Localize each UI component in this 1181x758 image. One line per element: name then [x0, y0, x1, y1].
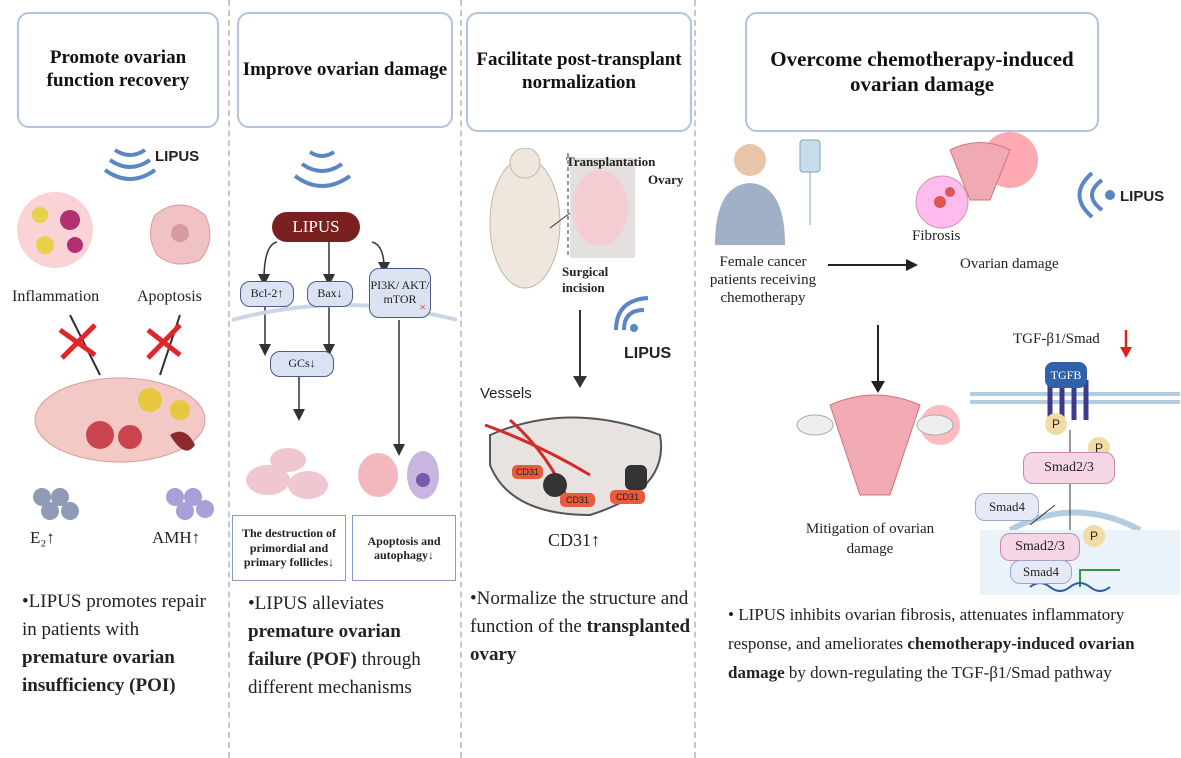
e2-label: E₂↑ — [30, 528, 55, 547]
cd31-tag: CD31 — [512, 465, 544, 479]
rat-transplant-illustration — [489, 148, 635, 289]
cd31-tag: CD31 — [560, 493, 596, 507]
apoptosis-label: Apoptosis — [137, 288, 202, 305]
fibrosis-label: Fibrosis — [912, 228, 961, 244]
panel1-summary: •LIPUS promotes repair in patients with … — [22, 588, 222, 700]
gcs-node: GCs↓ — [270, 351, 334, 377]
blocked-arrows — [58, 314, 182, 376]
smad4-nuclear-node: Smad4 — [1010, 560, 1072, 584]
transplantation-label: Transplantation — [566, 154, 656, 169]
summary-text: through different mechanisms — [248, 649, 421, 698]
cd31-tag: CD31 — [610, 490, 646, 504]
phosphate-icon: P — [1083, 525, 1105, 547]
lipus-label: LIPUS — [1120, 188, 1165, 205]
panel4-title: Overcome chemotherapy-induced ovarian da… — [745, 12, 1099, 132]
summary-text: • LIPUS inhibits ovarian fibrosis, atten… — [728, 605, 1125, 653]
inhibit-mark: × — [419, 300, 426, 315]
healthy-uterus-illustration — [796, 394, 960, 496]
damaged-uterus-illustration — [915, 132, 1038, 229]
inflammation-label: Inflammation — [12, 288, 100, 305]
ultrasound-wave-icon — [1077, 171, 1115, 219]
hormone-molecules — [33, 488, 214, 520]
summary-text: •LIPUS alleviates — [248, 593, 384, 614]
bcl2-node: Bcl-2↑ — [240, 281, 294, 307]
ultrasound-wave-icon — [614, 296, 649, 332]
ovary-illustration — [34, 377, 206, 463]
ovary-label: Ovary — [648, 172, 684, 187]
divider — [460, 0, 462, 758]
amh-label: AMH↑ — [152, 528, 201, 547]
follicle-cells — [246, 448, 439, 499]
ultrasound-wave-icon — [293, 150, 352, 188]
arrow-right — [828, 259, 918, 271]
lipus-label: LIPUS — [624, 345, 672, 362]
smad4-node: Smad4 — [975, 493, 1039, 521]
divider — [694, 0, 696, 758]
patients-label: Female cancer patients receiving chemoth… — [709, 254, 817, 306]
down-arrow — [573, 310, 587, 388]
summary-text: by down-regulating the TGF-β1/Smad pathw… — [784, 663, 1112, 682]
smad23-node: Smad2/3 — [1023, 452, 1115, 484]
cd31-label: CD31↑ — [548, 530, 601, 550]
panel2-title: Improve ovarian damage — [237, 12, 453, 128]
smad23-nuclear-node: Smad2/3 — [1000, 533, 1080, 561]
pathway-label: TGF-β1/Smad — [1013, 331, 1100, 347]
summary-emphasis: premature ovarian insufficiency (POI) — [22, 647, 176, 696]
summary-emphasis: chemotherapy-induced ovarian damage — [728, 634, 1135, 682]
summary-emphasis: transplanted ovary — [470, 616, 691, 665]
vessels-label: Vessels — [480, 385, 532, 402]
apoptosis-cell-icon — [150, 204, 211, 265]
panel3-title: Facilitate post-transplant normalization — [466, 12, 692, 132]
ovarian-damage-label: Ovarian damage — [960, 256, 1059, 272]
summary-emphasis: premature ovarian failure (POF) — [248, 621, 401, 670]
bax-node: Bax↓ — [307, 281, 353, 307]
panel3-summary: •Normalize the structure and function of… — [470, 585, 695, 669]
phosphate-icon: P — [1045, 413, 1067, 435]
apoptosis-autophagy-box: Apoptosis and autophagy↓ — [352, 515, 456, 581]
summary-text: •Normalize the structure and function of… — [470, 588, 689, 637]
divider — [228, 0, 230, 758]
lipus-pill: LIPUS — [272, 212, 360, 242]
mitigation-label: Mitigation of ovarian damage — [805, 521, 935, 557]
panel1-title: Promote ovarian function recovery — [17, 12, 219, 128]
patient-iv-illustration — [715, 139, 821, 245]
ultrasound-wave-icon — [103, 148, 157, 181]
pi3k-label: PI3K/ AKT/ mTOR — [370, 278, 430, 306]
panel4-summary: • LIPUS inhibits ovarian fibrosis, atten… — [728, 600, 1168, 687]
follicle-destruction-box: The destruction of primordial and primar… — [232, 515, 346, 581]
down-arrow — [871, 325, 885, 393]
panel2-summary: •LIPUS alleviates premature ovarian fail… — [248, 590, 448, 702]
inflammation-cells-icon — [17, 192, 93, 268]
incision-label: Surgical incision — [562, 264, 609, 295]
down-regulation-arrow — [1120, 330, 1132, 358]
summary-text: •LIPUS promotes repair in patients with — [22, 591, 206, 640]
tgfb-receptor: TGFB — [1045, 362, 1087, 388]
lipus-label: LIPUS — [155, 148, 200, 165]
pi3k-node: PI3K/ AKT/ mTOR × — [369, 268, 431, 318]
